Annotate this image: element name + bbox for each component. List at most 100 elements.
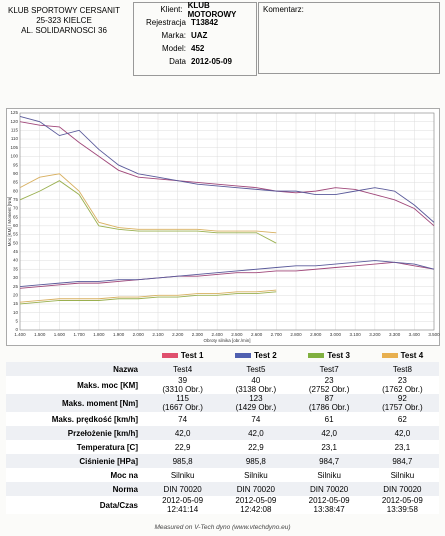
row-label: Norma [112,484,138,494]
cell: Silniku [293,468,366,482]
cell-line: 23 [397,376,407,385]
table-row: Data/Czas 2012-05-09 12:41:14 2012-05-09 12:… [6,496,439,514]
cell: 40 (3138 Obr.) [219,376,292,394]
cell-line: DIN 70020 [383,484,422,494]
y-tick-label: 75 [13,197,19,202]
cell: 985,8 [219,454,292,468]
cell: 2012-05-09 13:38:47 [293,496,366,514]
legend-swatch [381,352,398,358]
cell: Silniku [146,468,219,482]
table-row: Maks. moc [KM] 39 (3310 Obr.) 40 (3138 Obr.)… [6,376,439,394]
y-tick-label: 10 [13,310,19,315]
plot-area [19,112,435,331]
y-tick-label: 70 [13,206,19,211]
x-tick-label: 1.500 [34,332,46,337]
cell: 42,0 [146,426,219,440]
x-tick-label: 3.500 [428,332,440,337]
y-tick-label: 45 [13,249,19,254]
cell-line: 984,7 [319,456,340,466]
cell: 23,1 [293,440,366,454]
cell: 23 (2752 Obr.) [293,376,366,394]
cell-line: 2012-05-09 [162,496,204,505]
corner [6,348,146,362]
series-line [19,180,277,244]
info-label: Data [169,57,186,66]
y-axis-label: Moc [KM] / Moment [Nm] [7,197,12,247]
cell-line: (2752 Obr.) [308,385,350,394]
series-line [19,121,435,227]
cell: 42,0 [293,426,366,440]
cell-line: 42,0 [394,428,411,438]
info-row: Model: 452 [134,42,256,55]
cell-line: 74 [178,414,188,424]
cell-line: Silniku [170,470,195,480]
cell-line: 2012-05-09 [235,496,277,505]
cell-line: 22,9 [174,442,191,452]
y-tick-label: 110 [11,136,19,141]
table-row: Norma DIN 70020 DIN 70020 DIN 70020 DIN 7002… [6,482,439,496]
cell: 23,1 [366,440,439,454]
cell-line: Test4 [173,364,193,374]
cell-line: Silniku [317,470,341,480]
cell: 23 (1762 Obr.) [366,376,439,394]
column-label: Test 3 [327,350,350,360]
x-tick-label: 2.300 [192,332,204,337]
org-line: AL. SOLIDARNOSCI 36 [21,26,107,35]
cell: 42,0 [366,426,439,440]
cell-line: (3138 Obr.) [235,385,277,394]
cell-line: 985,8 [245,456,266,466]
cell: 984,7 [293,454,366,468]
cell: 92 (1757 Obr.) [366,394,439,412]
x-tick-label: 3.000 [330,332,342,337]
info-label: Rejestracja [145,18,186,27]
y-tick-label: 0 [15,327,18,332]
x-tick-label: 3.100 [350,332,362,337]
info-label: Model: [161,44,186,53]
cell: Silniku [366,468,439,482]
cell-line: (1786 Obr.) [308,403,350,412]
x-tick-label: 2.100 [152,332,164,337]
cell-line: 123 [249,394,263,403]
y-tick-label: 120 [10,119,18,124]
series-line [19,116,435,223]
x-tick-label: 2.600 [251,332,263,337]
info-label: Marka: [161,31,186,40]
cell: DIN 70020 [219,482,292,496]
cell: 42,0 [219,426,292,440]
cell-line: 115 [176,394,189,403]
cell-line: 42,0 [174,428,191,438]
row-label: Data/Czas [99,500,138,510]
cell-line: 13:39:58 [386,505,418,514]
cell: Test7 [293,362,366,376]
y-tick-label: 50 [13,240,19,245]
y-tick-label: 90 [13,171,19,176]
cell: 2012-05-09 12:42:08 [219,496,292,514]
cell: 123 (1429 Obr.) [219,394,292,412]
cell-line: 13:38:47 [313,505,345,514]
row-label: Moc na [110,470,138,480]
table-row: Maks. prędkość [km/h] 74 74 61 62 [6,412,439,426]
row-label: Przełożenie [km/h] [67,428,138,438]
legend-swatch [235,352,252,358]
cell: Test4 [146,362,219,376]
cell-line: Test5 [246,364,266,374]
series-line [19,261,435,289]
cell: 2012-05-09 12:41:14 [146,496,219,514]
info-value: 2012-05-09 [191,57,232,66]
cell: 115 (1667 Obr.) [146,394,219,412]
cell-line: 40 [251,376,261,385]
cell-line: 23 [324,376,334,385]
cell: 74 [146,412,219,426]
y-tick-label: 20 [13,292,19,297]
cell: 39 (3310 Obr.) [146,376,219,394]
info-value: UAZ [191,31,208,40]
x-tick-label: 3.200 [369,332,381,337]
comment-label: Komentarz: [263,5,304,14]
info-value: KLUB MOTOROWY [187,0,237,19]
x-tick-label: 2.900 [310,332,322,337]
x-tick-label: 3.300 [389,332,401,337]
cell-line: (3310 Obr.) [162,385,203,394]
cell-line: 985,8 [172,456,193,466]
cell-line: (1667 Obr.) [162,403,203,412]
cell-line: 92 [397,394,407,403]
